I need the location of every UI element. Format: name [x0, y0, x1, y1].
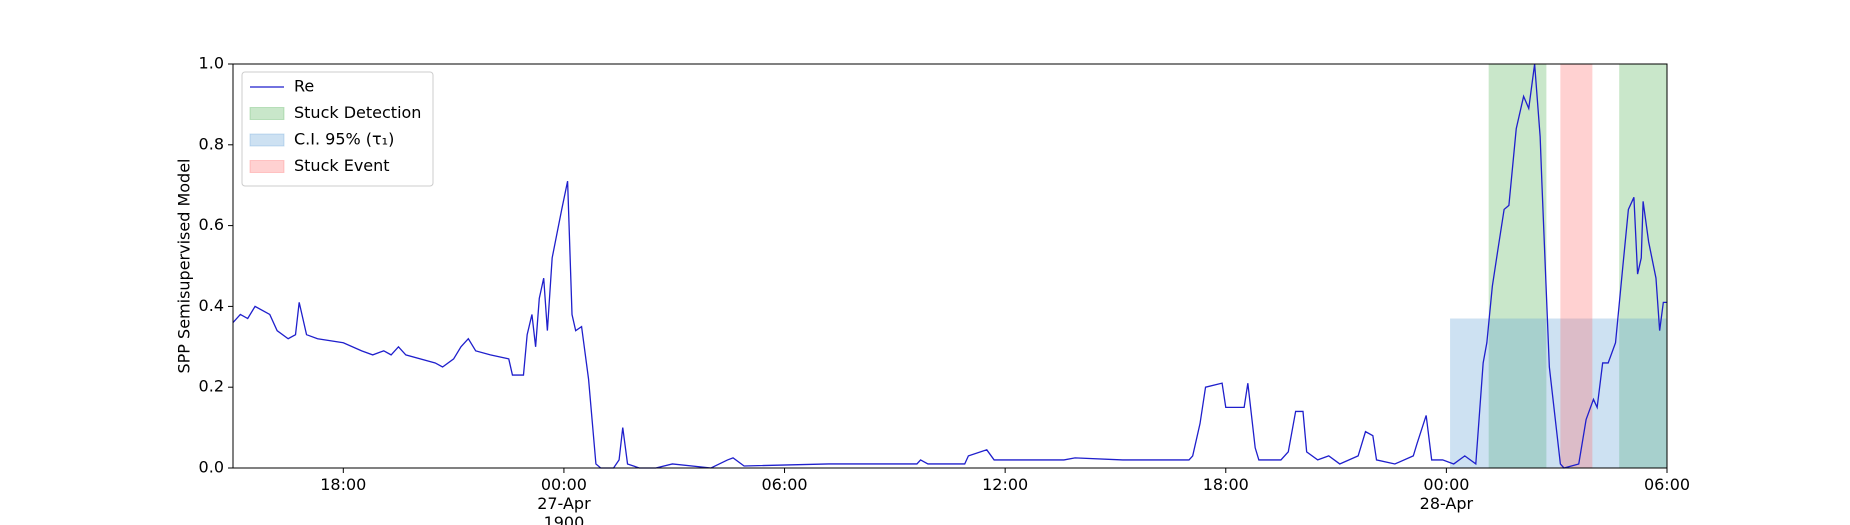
x-tick-label: 06:00	[1644, 475, 1690, 494]
legend-label: Stuck Event	[294, 156, 390, 175]
y-axis-label: SPP Semisupervised Model	[175, 159, 194, 374]
x-tick-label: 18:00	[1203, 475, 1249, 494]
span	[1560, 64, 1593, 468]
legend-label: Re	[294, 77, 314, 96]
x-tick-label: 12:00	[982, 475, 1028, 494]
x-tick-label: 00:00 27-Apr 1900	[537, 475, 591, 525]
y-tick-label: 0.0	[199, 458, 224, 477]
legend-box	[241, 71, 434, 187]
legend-patch	[249, 160, 285, 173]
legend-label: Stuck Detection	[294, 103, 421, 122]
legend-label: C.I. 95% (τ₁)	[294, 130, 394, 149]
span	[1488, 64, 1547, 468]
x-tick-label: 18:00	[320, 475, 366, 494]
y-tick-label: 0.6	[199, 215, 224, 234]
legend-patch	[249, 133, 285, 147]
y-tick-label: 0.2	[199, 377, 224, 396]
span	[1662, 64, 1667, 468]
y-tick-label: 0.4	[199, 296, 224, 315]
x-tick-label: 00:00 28-Apr	[1420, 475, 1474, 513]
y-tick-label: 0.8	[199, 134, 224, 153]
plot-frame	[232, 63, 1668, 469]
legend-patch	[249, 107, 285, 120]
line	[232, 63, 1667, 469]
y-tick-label: 1.0	[199, 54, 224, 73]
x-tick-label: 06:00	[761, 475, 807, 494]
span	[1619, 64, 1663, 468]
